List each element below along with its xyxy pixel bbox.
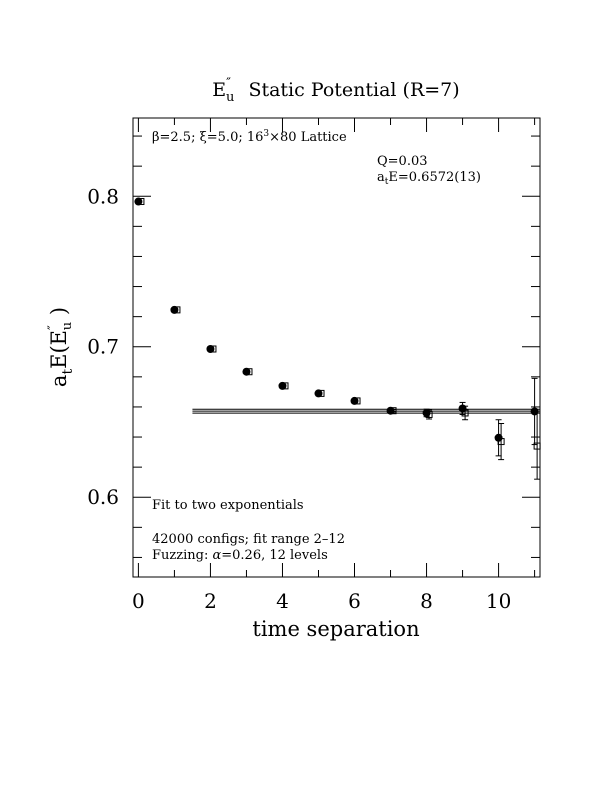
series-open-square — [137, 198, 541, 480]
data-point — [317, 389, 325, 397]
fuzzing-alpha: α — [212, 548, 221, 563]
x-tick-label: 10 — [486, 589, 511, 613]
data-point — [281, 382, 289, 390]
y-axis-title: atE(E″u ) — [46, 307, 76, 387]
axis-tick-labels: 0 2 4 6 8 10 0.6 0.7 0.8 — [87, 184, 511, 613]
data-point — [173, 306, 181, 314]
ylabel-e: E(E — [47, 330, 71, 369]
lattice-rest: ×80 Lattice — [269, 130, 347, 145]
ylabel-t: t — [60, 369, 76, 375]
data-series — [134, 197, 541, 480]
chart-title: E″ u Static Potential (R=7) — [212, 76, 459, 105]
ate-t: t — [385, 177, 389, 187]
data-point — [497, 438, 505, 446]
x-axis-title: time separation — [252, 617, 419, 641]
data-point — [137, 198, 145, 206]
x-tick-label: 8 — [420, 589, 433, 613]
ylabel-close: ) — [47, 307, 71, 322]
lattice-beta: β=2.5; — [152, 130, 200, 145]
data-point — [425, 410, 433, 418]
configs-annotation: 42000 configs; fit range 2–12 — [152, 532, 345, 547]
y-tick-label: 0.8 — [87, 184, 119, 208]
ylabel-a: a — [47, 375, 71, 388]
data-point — [494, 433, 503, 442]
data-point — [461, 409, 469, 417]
ylabel-sub: u — [60, 322, 75, 330]
title-main-sup: ″ — [226, 76, 231, 91]
fuzzing-prefix: Fuzzing: — [152, 548, 212, 563]
data-point — [245, 368, 253, 376]
lattice-xi: ξ=5.0; 16 — [200, 130, 264, 145]
title-main-sub: u — [226, 90, 234, 105]
fit-band — [192, 408, 540, 414]
y-tick-label: 0.6 — [87, 485, 119, 509]
ylabel-sup: ″ — [46, 325, 61, 330]
ate-a: a — [377, 170, 385, 185]
x-tick-label: 2 — [204, 589, 217, 613]
axis-ticks — [133, 118, 540, 577]
lattice-sup3: 3 — [263, 129, 269, 139]
ate-rest: E=0.6572(13) — [388, 170, 481, 185]
fuzzing-rest: =0.26, 12 levels — [221, 548, 328, 563]
x-tick-label: 6 — [348, 589, 361, 613]
ate-annotation: atE=0.6572(13) — [377, 170, 481, 187]
plot-frame — [132, 117, 541, 578]
q-annotation: Q=0.03 — [377, 154, 428, 169]
series-filled-circle — [134, 197, 539, 457]
fuzzing-annotation: Fuzzing: α=0.26, 12 levels — [152, 548, 328, 563]
data-point — [533, 442, 541, 450]
y-tick-label: 0.7 — [87, 335, 119, 359]
title-main: E — [212, 79, 226, 101]
title-rest: Static Potential (R=7) — [242, 79, 459, 101]
x-tick-label: 4 — [276, 589, 289, 613]
lattice-annotation: β=2.5; ξ=5.0; 163×80 Lattice — [152, 129, 347, 145]
fit-label: Fit to two exponentials — [152, 498, 304, 513]
data-point — [209, 345, 217, 353]
data-point — [389, 407, 397, 415]
data-point — [353, 397, 361, 405]
x-tick-label: 0 — [132, 589, 145, 613]
